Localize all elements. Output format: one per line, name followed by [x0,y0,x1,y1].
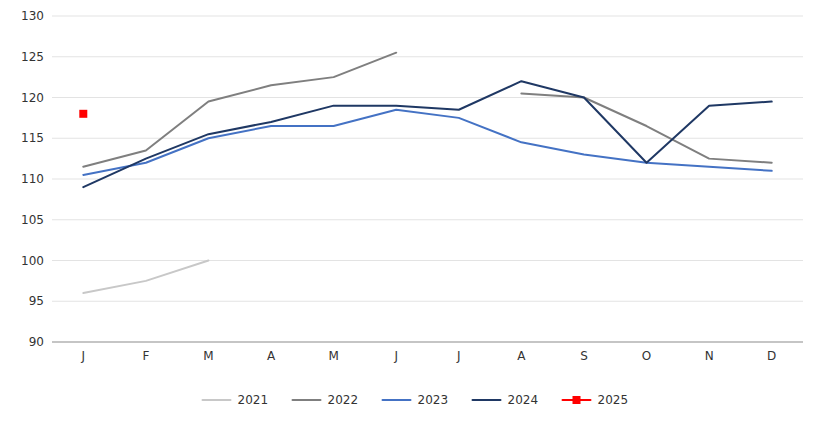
y-axis: 90 95 100 105 110 115 120 125 130 [21,9,44,349]
legend-item: 2024 [473,393,539,407]
legend-label: 2022 [328,393,359,407]
legend-swatch [473,399,501,401]
grid-line [52,342,803,343]
x-tick-label: O [642,349,651,363]
x-tick-label: D [767,349,776,363]
legend-item: 2021 [203,393,269,407]
x-tick-label: A [517,349,526,363]
chart-container: 90 95 100 105 110 115 120 125 130 J F M A M J J A S O N D 202… [0,0,819,426]
x-tick-label: F [142,349,149,363]
series [79,110,87,118]
x-tick-label: J [393,349,398,363]
legend-swatch [383,399,411,401]
y-tick-label: 100 [21,254,44,268]
legend-label: 2021 [238,393,269,407]
grid-line [52,97,803,98]
y-tick-label: 120 [21,91,44,105]
series [83,81,771,187]
y-tick-label: 115 [21,131,44,145]
y-tick-label: 125 [21,50,44,64]
y-tick-label: 130 [21,9,44,23]
legend-swatch [203,399,231,401]
x-tick-label: A [267,349,276,363]
x-tick-label: M [203,349,213,363]
grid-line [52,301,803,302]
point-marker [79,110,87,118]
grid-line [52,260,803,261]
series-line [83,261,208,294]
grid-line [52,16,803,17]
x-tick-label: M [328,349,338,363]
y-tick-label: 90 [29,335,44,349]
plot-area [79,53,771,293]
series-line [83,81,771,187]
legend-item: 2022 [293,393,359,407]
y-tick-label: 110 [21,172,44,186]
y-grid [52,16,803,342]
grid-line [52,56,803,57]
chart-svg: 90 95 100 105 110 115 120 125 130 J F M A M J J A S O N D 202… [0,0,819,426]
x-tick-label: N [705,349,714,363]
legend-item: 2025 [563,393,629,407]
x-axis-line [52,342,803,343]
legend-swatch [293,399,321,401]
series [83,261,208,294]
x-axis: JFMAMJJASOND [52,342,803,363]
x-tick-label: S [580,349,588,363]
grid-line [52,179,803,180]
x-tick-label: J [456,349,461,363]
series-line [83,53,396,167]
legend-label: 2024 [508,393,539,407]
legend-label: 2023 [418,393,449,407]
legend-label: 2025 [598,393,629,407]
y-tick-label: 105 [21,213,44,227]
grid-line [52,138,803,139]
legend: 2021 2022 2023 2024 2025 [203,393,629,407]
series [83,53,771,167]
legend-item: 2023 [383,393,449,407]
legend-marker [573,396,581,404]
x-tick-label: J [81,349,86,363]
grid-line [52,219,803,220]
y-tick-label: 95 [29,294,44,308]
